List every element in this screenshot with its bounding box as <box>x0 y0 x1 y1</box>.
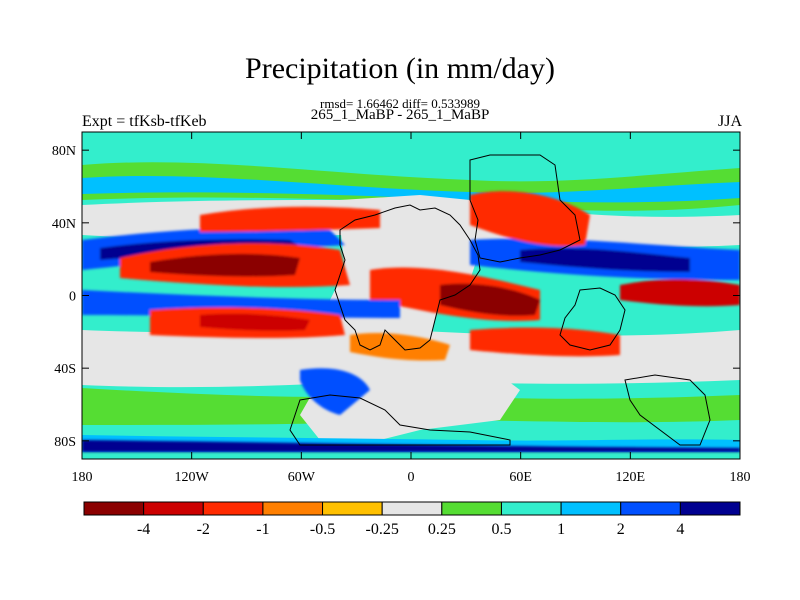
field-band-blue-n <box>82 175 740 203</box>
colorbar-label: -0.5 <box>310 521 335 538</box>
field-blob-darkred-1 <box>150 253 300 277</box>
x-tick-label: 60E <box>509 470 532 485</box>
colorbar-swatch <box>441 501 502 516</box>
precipitation-field <box>82 132 740 459</box>
y-tick-label: 40S <box>54 362 76 377</box>
field-blob-navy-3 <box>82 440 740 452</box>
x-tick-label: 60W <box>288 470 316 485</box>
colorbar-swatch <box>500 501 562 516</box>
colorbar-swatch <box>560 501 622 516</box>
colorbar-swatch <box>83 501 145 516</box>
coast-southeast <box>624 374 711 446</box>
field-blob-red-2 <box>200 206 380 232</box>
y-tick-label: 40N <box>52 217 76 232</box>
field-blob-blue-4 <box>300 368 370 415</box>
coast-americas <box>334 204 481 351</box>
colorbar-label: -0.25 <box>366 521 399 538</box>
colorbar-label: 1 <box>557 521 565 538</box>
colorbar-swatch <box>381 501 443 516</box>
colorbar-label: 2 <box>617 521 625 538</box>
coast-east <box>559 287 626 351</box>
coast-south <box>289 394 511 446</box>
field-blob-darkred-2 <box>440 283 540 316</box>
season-label: JJA <box>717 113 742 130</box>
colorbar-swatch <box>620 501 681 516</box>
colorbar-swatch <box>679 501 741 516</box>
colorbar-label: 0.25 <box>428 521 456 538</box>
x-tick-label: 120W <box>175 470 210 485</box>
field-blob-red-4 <box>470 191 590 247</box>
stats-line: rmsd= 1.66462 diff= 0.533989 <box>320 96 480 111</box>
colorbar-label: -2 <box>197 521 210 538</box>
coastlines <box>289 154 711 446</box>
experiment-label: Expt = tfKsb-tfKeb <box>82 113 207 130</box>
map-title: Precipitation (in mm/day) <box>245 52 555 85</box>
colorbar-swatch <box>202 501 264 516</box>
comparison-line: 265_1_MaBP - 265_1_MaBP <box>310 107 490 123</box>
field-blob-navy-2 <box>520 248 690 272</box>
colorbar-swatch <box>262 501 324 516</box>
x-tick-label: 180 <box>730 470 751 485</box>
y-tick-label: 80N <box>52 144 76 159</box>
field-blob-red-7 <box>470 327 620 357</box>
y-axis: 80N 40N 0 40S 80S <box>52 144 740 450</box>
field-blob-orange-1 <box>350 333 450 361</box>
x-tick-label: 120E <box>616 470 646 485</box>
colorbar-swatch <box>322 501 383 516</box>
y-tick-label: 80S <box>54 435 76 450</box>
field-blob-red-5 <box>620 279 740 307</box>
coast-north <box>469 154 581 263</box>
colorbar-label: 0.5 <box>491 521 511 538</box>
x-tick-label: 0 <box>408 470 415 485</box>
x-axis: 180 120W 60W 0 60E 120E 180 <box>72 132 751 485</box>
colorbar-swatch <box>143 501 204 516</box>
colorbar: -4 -2 -1 -0.5 -0.25 0.25 0.5 1 2 4 <box>83 501 741 538</box>
colorbar-label: -1 <box>256 521 269 538</box>
colorbar-label: -4 <box>137 521 150 538</box>
field-blob-darkred-3 <box>200 313 310 331</box>
y-tick-label: 0 <box>69 290 76 305</box>
colorbar-label: 4 <box>676 521 684 538</box>
x-tick-label: 180 <box>72 470 93 485</box>
